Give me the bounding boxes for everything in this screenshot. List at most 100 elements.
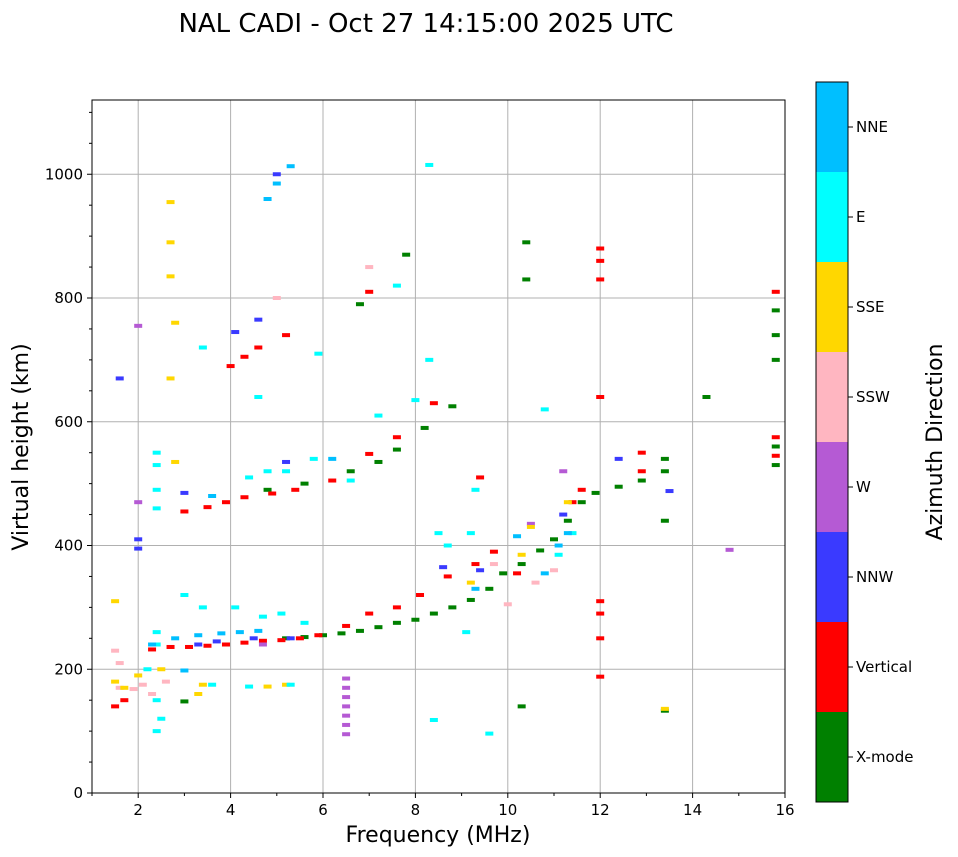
point-e	[425, 162, 434, 167]
point-e	[286, 682, 295, 687]
point-nne	[171, 636, 180, 641]
point-nne	[235, 630, 244, 635]
point-e	[443, 543, 452, 548]
point-vertical	[203, 505, 212, 510]
point-sse	[263, 684, 272, 689]
point-e	[282, 469, 291, 474]
x-tick-label: 2	[133, 801, 143, 819]
y-tick-label: 600	[54, 413, 83, 431]
point-vertical	[596, 674, 605, 679]
plot-area: 2 4 6 8 10 12 14 16 0 200 400 600 800 1000	[45, 99, 795, 819]
point-sse	[111, 679, 120, 684]
point-nnw	[180, 490, 189, 495]
point-nne	[540, 571, 549, 576]
x-tick-label: 16	[775, 801, 794, 819]
point-e	[462, 630, 471, 635]
point-vertical	[577, 487, 586, 492]
point-x-mode	[392, 620, 401, 625]
point-x-mode	[637, 478, 646, 483]
point-w	[258, 642, 267, 647]
point-nnw	[194, 642, 203, 647]
point-w	[342, 695, 351, 700]
y-tick-label: 0	[73, 784, 83, 802]
point-ssw	[129, 687, 138, 692]
point-nnw	[272, 172, 281, 177]
point-vertical	[328, 478, 337, 483]
point-w	[526, 521, 535, 526]
point-ssw	[148, 692, 157, 696]
point-e	[152, 642, 161, 647]
point-e	[300, 620, 309, 625]
point-sse	[166, 240, 175, 245]
point-vertical	[476, 475, 485, 480]
point-nnw	[134, 546, 143, 551]
plot-background	[92, 100, 785, 793]
point-x-mode	[300, 481, 309, 486]
point-vertical	[596, 599, 605, 604]
x-tick-label: 8	[411, 801, 421, 819]
point-vertical	[120, 698, 129, 703]
point-nnw	[282, 459, 291, 464]
point-vertical	[365, 451, 374, 456]
point-sse	[166, 376, 175, 381]
point-vertical	[771, 435, 780, 440]
point-vertical	[489, 549, 498, 554]
point-vertical	[771, 289, 780, 294]
point-x-mode	[466, 597, 475, 602]
x-tick-label: 4	[226, 801, 236, 819]
point-e	[314, 351, 323, 356]
point-x-mode	[263, 487, 272, 492]
point-x-mode	[374, 625, 383, 630]
point-e	[392, 283, 401, 288]
point-vertical	[314, 633, 323, 638]
point-x-mode	[771, 308, 780, 313]
point-vertical	[277, 638, 286, 643]
point-e	[434, 531, 443, 536]
point-ssw	[489, 562, 498, 567]
colorbar-segment	[816, 172, 848, 262]
point-sse	[171, 320, 180, 325]
point-vertical	[365, 289, 374, 294]
point-vertical	[596, 246, 605, 251]
point-vertical	[268, 491, 277, 496]
y-tick-label: 200	[54, 660, 83, 678]
chart-title: NAL CADI - Oct 27 14:15:00 2025 UTC	[178, 9, 673, 39]
colorbar-tick-label: W	[856, 478, 871, 496]
point-vertical	[203, 643, 212, 648]
point-e	[198, 345, 207, 350]
data-points	[111, 162, 780, 737]
point-e	[152, 450, 161, 455]
point-vertical	[226, 364, 235, 369]
point-e	[263, 469, 272, 474]
point-w	[134, 500, 143, 505]
point-x-mode	[448, 404, 457, 409]
point-ssw	[550, 568, 558, 573]
point-w	[342, 713, 351, 718]
point-w	[342, 704, 351, 709]
point-x-mode	[374, 459, 383, 464]
point-x-mode	[702, 395, 711, 399]
colorbar-segment	[816, 442, 848, 532]
point-nne	[217, 631, 226, 636]
point-vertical	[637, 469, 646, 474]
point-e	[143, 667, 152, 672]
point-x-mode	[355, 628, 364, 633]
point-w	[559, 469, 568, 474]
point-nnw	[439, 565, 448, 570]
colorbar-segment	[816, 622, 848, 712]
colorbar-tick-label: SSW	[856, 388, 890, 406]
point-e	[429, 717, 438, 722]
point-x-mode	[282, 636, 291, 641]
point-x-mode	[771, 333, 780, 338]
point-x-mode	[563, 518, 572, 523]
point-ssw	[365, 265, 374, 270]
point-e	[152, 698, 161, 703]
colorbar-segment	[816, 82, 848, 172]
point-vertical	[166, 644, 175, 649]
point-w	[134, 323, 143, 328]
point-nne	[263, 197, 272, 201]
point-nne	[554, 543, 563, 548]
colorbar-segment	[816, 262, 848, 352]
point-nnw	[249, 636, 258, 641]
point-nnw	[231, 330, 240, 335]
